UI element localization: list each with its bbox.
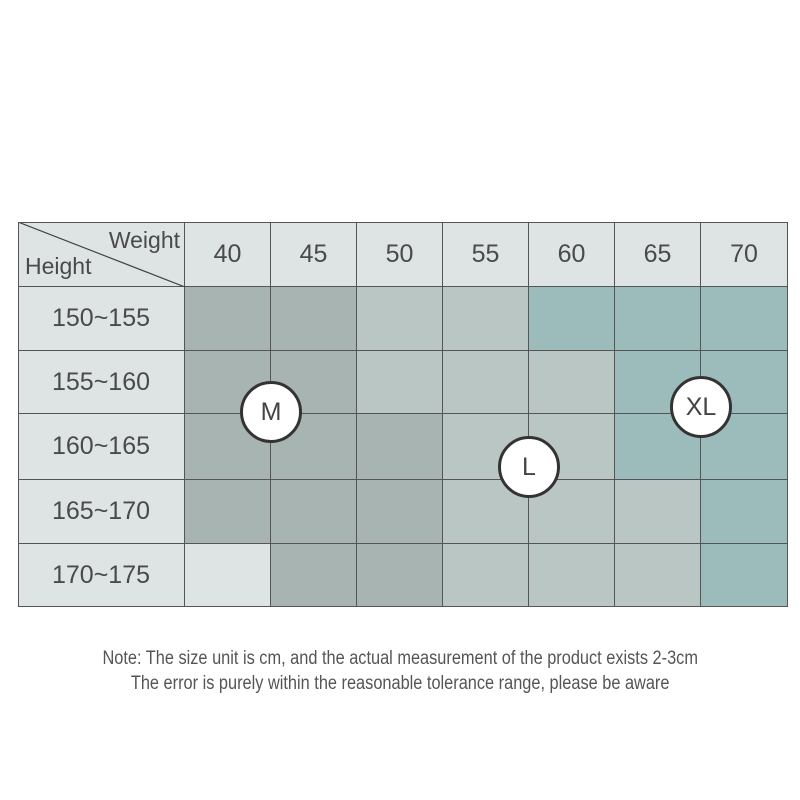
size-cell-m bbox=[357, 480, 443, 544]
size-cell-l bbox=[443, 351, 529, 414]
size-cell-l bbox=[615, 544, 701, 607]
size-cell-l bbox=[615, 480, 701, 544]
size-cell-xl bbox=[615, 287, 701, 351]
size-cell-xl bbox=[701, 544, 788, 607]
diagonal-divider bbox=[18, 222, 185, 287]
size-cell-m bbox=[271, 544, 357, 607]
size-cell-xl bbox=[529, 287, 615, 351]
weight-header-60: 60 bbox=[529, 222, 615, 287]
size-cell-l bbox=[529, 351, 615, 414]
height-row-label: 160~165 bbox=[18, 414, 185, 480]
size-cell-xl bbox=[701, 480, 788, 544]
size-cell-m bbox=[357, 414, 443, 480]
size-badge-l: L bbox=[498, 436, 560, 498]
size-cell-m bbox=[271, 287, 357, 351]
size-cell-m bbox=[185, 480, 271, 544]
height-row-label: 170~175 bbox=[18, 544, 185, 607]
size-cell-xl bbox=[701, 287, 788, 351]
size-cell-l bbox=[529, 544, 615, 607]
size-cell-m bbox=[271, 480, 357, 544]
height-row-label: 165~170 bbox=[18, 480, 185, 544]
weight-header-40: 40 bbox=[185, 222, 271, 287]
size-cell-empty bbox=[185, 544, 271, 607]
weight-axis-label: Weight bbox=[108, 227, 180, 253]
size-cell-l bbox=[529, 480, 615, 544]
height-row-label: 155~160 bbox=[18, 351, 185, 414]
size-cell-l bbox=[357, 287, 443, 351]
height-row-label: 150~155 bbox=[18, 287, 185, 351]
weight-header-55: 55 bbox=[443, 222, 529, 287]
size-cell-l bbox=[443, 544, 529, 607]
weight-header-45: 45 bbox=[271, 222, 357, 287]
size-cell-l bbox=[443, 287, 529, 351]
corner-header-cell: Weight Height bbox=[18, 222, 185, 287]
note-line-2: The error is purely within the reasonabl… bbox=[130, 673, 670, 694]
size-badge-xl: XL bbox=[670, 376, 732, 438]
size-chart-table: Weight Height 40 45 50 55 60 65 70 150~155 155~1… bbox=[18, 222, 788, 607]
size-cell-m bbox=[185, 287, 271, 351]
size-cell-xl bbox=[701, 414, 788, 480]
size-cell-l bbox=[357, 351, 443, 414]
weight-header-50: 50 bbox=[357, 222, 443, 287]
height-axis-label: Height bbox=[25, 253, 92, 279]
size-badge-m: M bbox=[240, 381, 302, 443]
weight-header-70: 70 bbox=[701, 222, 788, 287]
note-line-1: Note: The size unit is cm, and the actua… bbox=[102, 648, 698, 669]
weight-header-65: 65 bbox=[615, 222, 701, 287]
size-cell-m bbox=[357, 544, 443, 607]
